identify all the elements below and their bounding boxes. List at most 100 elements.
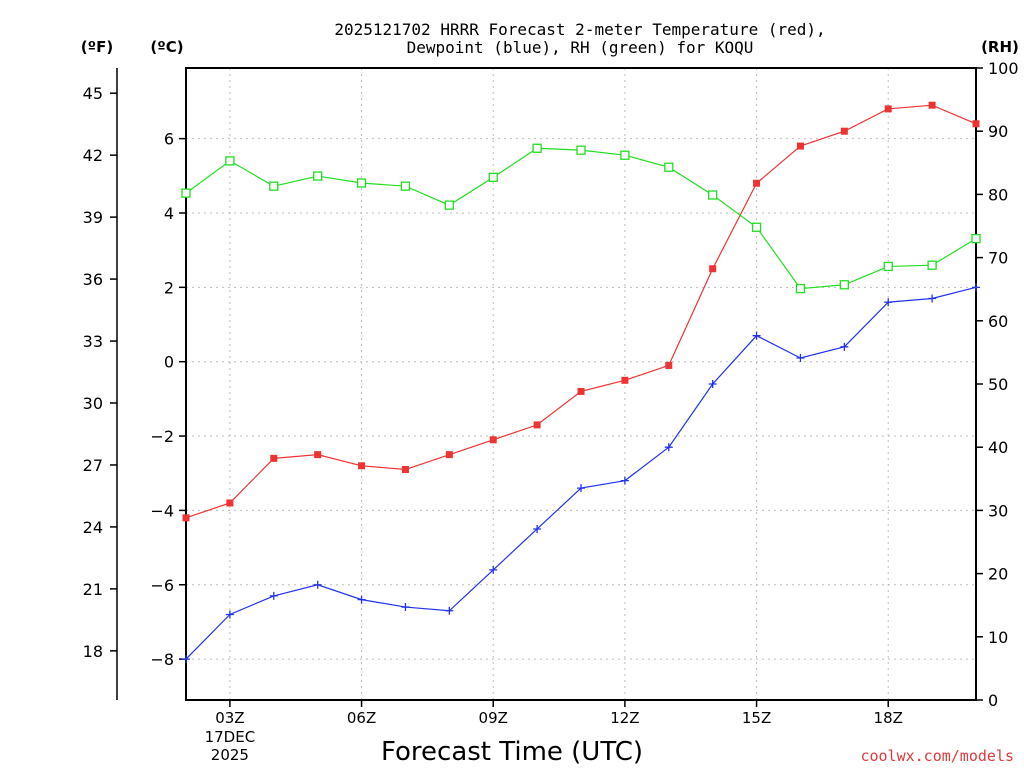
- rh-tick-label: 100: [988, 59, 1019, 78]
- fahrenheit-tick-label: 39: [83, 208, 103, 227]
- rh-axis-label: (RH): [981, 38, 1019, 56]
- rh-tick-label: 70: [988, 249, 1008, 268]
- temperature-point: [533, 421, 541, 429]
- dewpoint-point: [972, 283, 980, 292]
- rh-point: [356, 178, 367, 188]
- rh-point: [795, 283, 806, 294]
- dewpoint-point: [533, 524, 542, 533]
- series-dewpoint: [182, 283, 980, 664]
- fahrenheit-tick-label: 33: [83, 332, 103, 351]
- celsius-tick-label: 0: [164, 353, 174, 372]
- celsius-axis-label: (ºC): [150, 38, 183, 56]
- x-tick-label: 18Z: [874, 709, 903, 727]
- dewpoint-point: [884, 298, 893, 307]
- dewpoint-point: [840, 342, 849, 351]
- plot-frame: [185, 67, 977, 701]
- dewpoint-point: [577, 484, 585, 493]
- rh-point: [883, 261, 893, 272]
- dewpoint-point: [708, 380, 717, 388]
- rh-point: [971, 233, 981, 244]
- x-tick-label: 03Z: [215, 709, 244, 727]
- dewpoint-point: [796, 353, 805, 362]
- series-relative-humidity: [181, 143, 981, 294]
- temperature-point: [270, 454, 278, 462]
- temperature-point: [314, 451, 322, 459]
- temperature-point: [665, 361, 673, 369]
- dewpoint-point: [313, 580, 322, 589]
- celsius-tick-label: −6: [150, 576, 174, 595]
- gridlines: [186, 68, 976, 700]
- series-temperature: [182, 101, 980, 522]
- fahrenheit-tick-label: 24: [83, 518, 103, 537]
- rh-tick-label: 20: [988, 565, 1008, 584]
- fahrenheit-tick-label: 42: [83, 146, 103, 165]
- rh-tick-label: 50: [988, 375, 1008, 394]
- rh-point: [576, 145, 586, 155]
- temperature-point: [489, 436, 497, 444]
- temperature-point: [972, 120, 980, 128]
- dewpoint-point: [664, 443, 673, 452]
- rh-point: [181, 188, 191, 198]
- temperature-point: [796, 142, 804, 150]
- rh-tick-label: 40: [988, 438, 1008, 457]
- x-tick-label: 15Z: [742, 709, 771, 727]
- temperature-point: [753, 179, 761, 187]
- celsius-tick-label: 6: [164, 130, 174, 149]
- temperature-point: [577, 387, 585, 395]
- rh-tick-label: 0: [988, 691, 998, 710]
- celsius-tick-label: −2: [150, 427, 174, 446]
- rh-tick-label: 30: [988, 501, 1008, 520]
- temperature-point: [445, 451, 453, 459]
- rh-tick-label: 10: [988, 628, 1008, 647]
- fahrenheit-tick-label: 21: [83, 580, 103, 599]
- temperature-point: [709, 265, 717, 273]
- relative-humidity-line: [185, 147, 977, 290]
- dewpoint-point: [489, 565, 498, 574]
- fahrenheit-tick-label: 18: [83, 642, 103, 661]
- rh-tick-label: 80: [988, 185, 1008, 204]
- dewpoint-point: [928, 294, 937, 303]
- data-series: [181, 101, 981, 664]
- rh-point: [269, 181, 279, 191]
- temperature-line: [185, 104, 977, 519]
- rh-point: [313, 171, 323, 181]
- rh-point: [751, 222, 762, 232]
- temperature-point: [884, 105, 892, 113]
- dewpoint-point: [752, 331, 761, 340]
- fahrenheit-tick-label: 36: [83, 270, 103, 289]
- dewpoint-point: [357, 595, 366, 604]
- x-tick-label: 12Z: [610, 709, 639, 727]
- rh-point: [225, 156, 235, 166]
- credit-text: coolwx.com/models: [860, 747, 1014, 765]
- dewpoint-point: [620, 476, 629, 485]
- rh-point: [532, 143, 542, 153]
- temperature-point: [226, 499, 234, 507]
- temperature-point: [182, 514, 190, 522]
- celsius-tick-label: −8: [150, 650, 174, 669]
- rh-point: [664, 162, 674, 172]
- rh-tick-label: 60: [988, 312, 1008, 331]
- x-tick-label: 09Z: [479, 709, 508, 727]
- dewpoint-point: [225, 610, 234, 619]
- x-year-label: 2025: [211, 746, 249, 764]
- temperature-point: [621, 376, 629, 384]
- temperature-point: [928, 101, 936, 109]
- rh-point: [708, 190, 718, 200]
- dewpoint-point: [269, 591, 278, 600]
- fahrenheit-tick-label: 30: [83, 394, 103, 413]
- chart-title-line1: 2025121702 HRRR Forecast 2-meter Tempera…: [334, 20, 825, 39]
- fahrenheit-tick-label: 27: [83, 456, 103, 475]
- x-tick-label: 06Z: [347, 709, 376, 727]
- rh-point: [620, 150, 630, 160]
- celsius-tick-label: 4: [164, 204, 174, 223]
- dewpoint-line: [185, 286, 977, 660]
- dewpoint-point: [445, 606, 454, 615]
- temperature-point: [840, 127, 848, 135]
- fahrenheit-axis-label: (ºF): [81, 38, 113, 56]
- temperature-point: [358, 462, 366, 470]
- temperature-point: [401, 466, 409, 474]
- x-date-label: 17DEC: [205, 728, 256, 746]
- fahrenheit-tick-label: 45: [83, 84, 103, 103]
